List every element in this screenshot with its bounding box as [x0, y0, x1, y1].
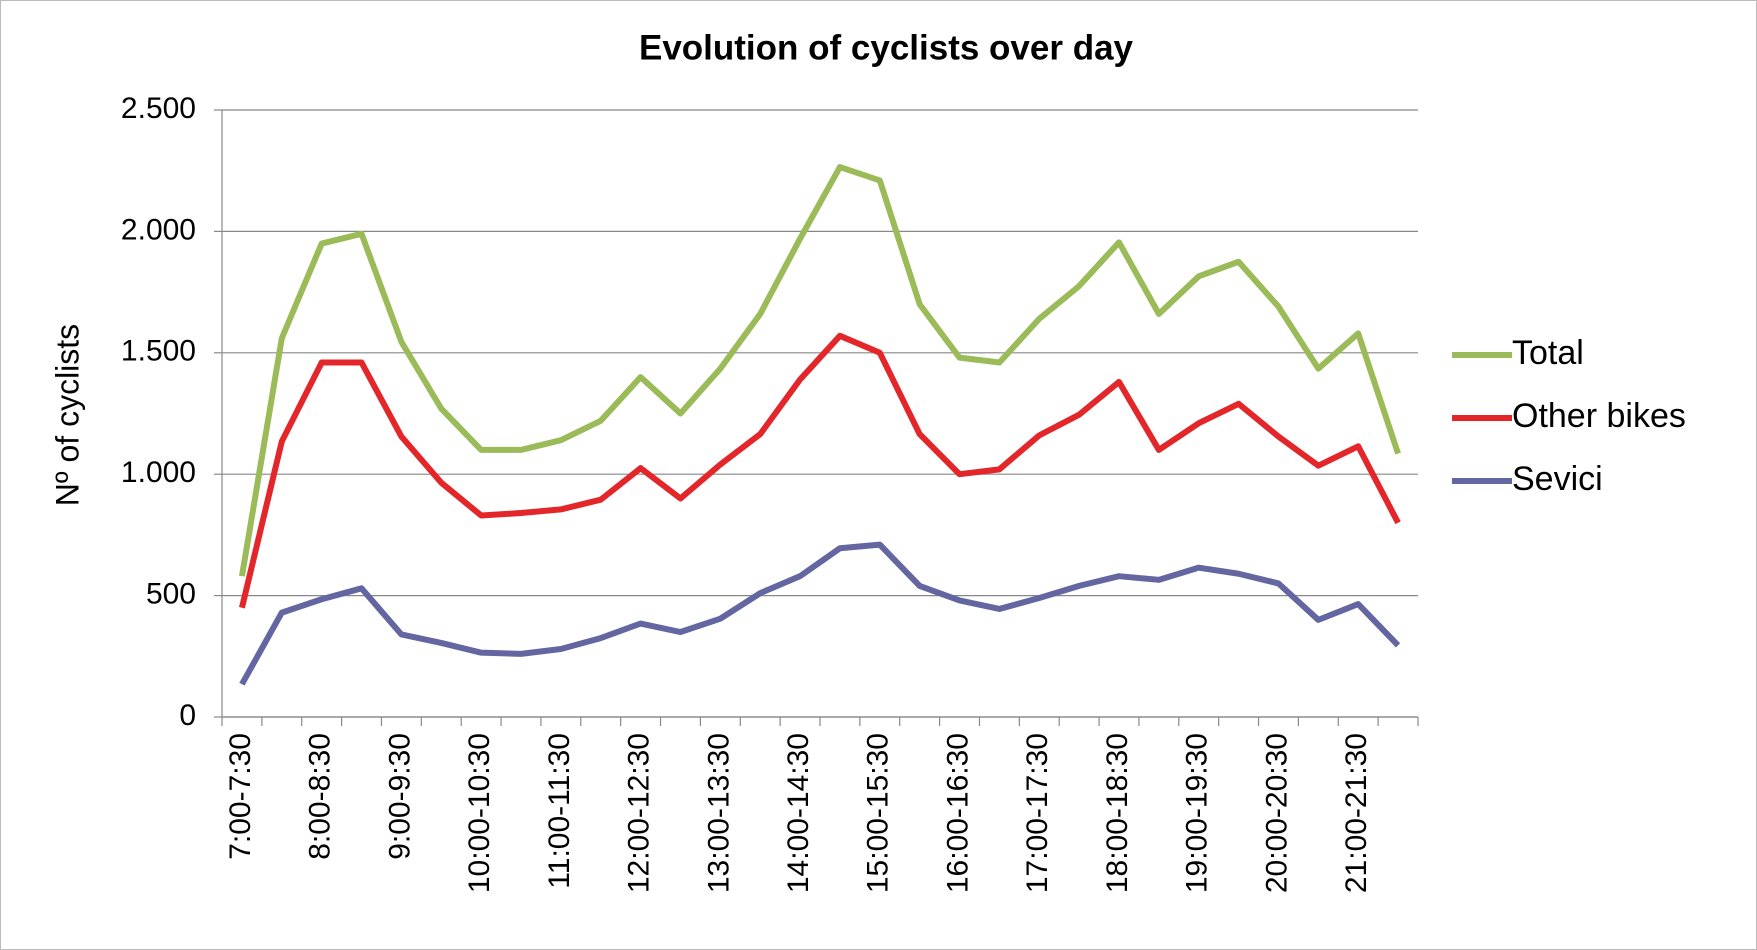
- chart-title: Evolution of cyclists over day: [639, 28, 1134, 67]
- x-tick-label: 14:00-14:30: [782, 733, 815, 893]
- x-tick-label: 17:00-17:30: [1021, 733, 1054, 893]
- series-line: [238, 164, 1401, 577]
- x-tick-label: 21:00-21:30: [1340, 733, 1373, 893]
- x-tick-label: 20:00-20:30: [1260, 733, 1293, 893]
- y-tick-label: 500: [146, 578, 196, 611]
- y-tick-label: 0: [179, 699, 196, 732]
- series-line: [239, 541, 1401, 686]
- y-tick-label: 1.000: [121, 456, 196, 489]
- legend-label: Other bikes: [1512, 397, 1686, 435]
- y-tick-label: 2.500: [121, 92, 196, 125]
- x-tick-label: 16:00-16:30: [941, 733, 974, 893]
- legend-label: Total: [1512, 334, 1584, 372]
- y-axis-label: Nº of cyclists: [49, 324, 85, 506]
- x-tick-label: 18:00-18:30: [1101, 733, 1134, 893]
- y-tick-label: 1.500: [121, 335, 196, 368]
- x-tick-label: 11:00-11:30: [543, 733, 576, 889]
- x-tick-label: 13:00-13:30: [702, 733, 735, 893]
- x-tick-label: 19:00-19:30: [1181, 733, 1214, 893]
- x-tick-label: 10:00-10:30: [463, 733, 496, 893]
- series-line: [239, 332, 1401, 609]
- x-tick-label: 7:00-7:30: [224, 733, 257, 860]
- legend-label: Sevici: [1512, 460, 1603, 498]
- x-tick-label: 15:00-15:30: [862, 733, 895, 893]
- x-tick-label: 9:00-9:30: [383, 733, 416, 860]
- x-tick-label: 8:00-8:30: [304, 733, 337, 860]
- x-tick-label: 12:00-12:30: [623, 733, 656, 893]
- y-tick-label: 2.000: [121, 213, 196, 246]
